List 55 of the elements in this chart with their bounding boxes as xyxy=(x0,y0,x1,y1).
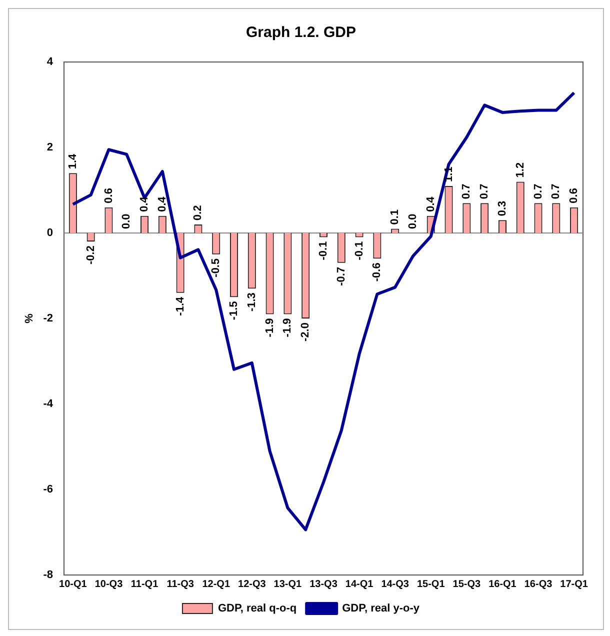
x-tick-label: 12-Q3 xyxy=(238,578,266,590)
data-label: 0.0 xyxy=(407,214,420,229)
data-label: -1.9 xyxy=(282,318,294,338)
y-tick-label: -6 xyxy=(43,484,53,496)
legend-label: GDP, real y-o-y xyxy=(342,602,420,615)
data-label: 1.2 xyxy=(514,162,526,178)
data-label: 0.7 xyxy=(460,184,473,200)
data-label: 0.2 xyxy=(192,205,204,220)
y-tick-label: 4 xyxy=(46,56,54,68)
x-tick-label: 16-Q3 xyxy=(524,578,553,590)
data-label: 0.6 xyxy=(102,188,115,204)
x-tick-label: 14-Q1 xyxy=(345,578,374,590)
data-label: -1.5 xyxy=(228,301,240,320)
data-label: 0.4 xyxy=(424,196,437,212)
x-tick-label: 11-Q3 xyxy=(166,578,194,590)
data-label: -0.2 xyxy=(84,246,97,265)
y-tick-label: 0 xyxy=(46,227,53,240)
data-label: -0.6 xyxy=(371,262,384,282)
data-label: 0.7 xyxy=(478,184,491,200)
x-tick-label: 16-Q1 xyxy=(488,578,517,590)
x-tick-label: 12-Q1 xyxy=(202,578,230,590)
data-label: -1.9 xyxy=(264,318,276,338)
data-label: -1.3 xyxy=(246,292,258,312)
data-label: 0.7 xyxy=(550,184,562,200)
y-axis-title: % xyxy=(24,313,36,324)
x-tick-label: 10-Q3 xyxy=(94,578,124,590)
chart-title: Graph 1.2. GDP xyxy=(246,24,356,42)
x-tick-label: 13-Q1 xyxy=(274,578,302,590)
data-label: -0.1 xyxy=(353,241,366,260)
x-tick-label: 13-Q3 xyxy=(310,578,338,590)
data-label: 1.4 xyxy=(66,152,79,170)
legend-label: GDP, real q-o-q xyxy=(218,602,297,615)
y-tick-label: -8 xyxy=(43,569,53,582)
y-tick-label: 2 xyxy=(46,142,53,154)
data-label: 0.4 xyxy=(138,196,151,212)
data-label: -1.4 xyxy=(174,296,186,316)
data-label: 0.6 xyxy=(568,188,580,204)
y-tick-label: -4 xyxy=(43,398,54,410)
x-tick-label: 17-Q1 xyxy=(560,578,588,590)
data-label: 0.3 xyxy=(496,200,508,216)
data-label: -0.7 xyxy=(335,266,348,286)
data-label: -0.1 xyxy=(318,241,330,260)
data-label: 0.0 xyxy=(120,214,133,229)
x-tick-label: 11-Q1 xyxy=(130,578,159,590)
data-label: 1.1 xyxy=(442,166,455,182)
data-label: 0.1 xyxy=(389,209,402,225)
data-label: 0.4 xyxy=(156,196,168,212)
y-tick-label: -2 xyxy=(43,312,53,325)
x-tick-label: 14-Q3 xyxy=(381,578,410,590)
data-label: -0.5 xyxy=(210,258,222,278)
x-tick-label: 15-Q3 xyxy=(452,578,481,590)
x-tick-label: 15-Q1 xyxy=(416,578,446,590)
data-label: 0.7 xyxy=(532,184,544,200)
x-tick-label: 10-Q1 xyxy=(59,578,88,590)
data-label: -2.0 xyxy=(300,322,312,342)
